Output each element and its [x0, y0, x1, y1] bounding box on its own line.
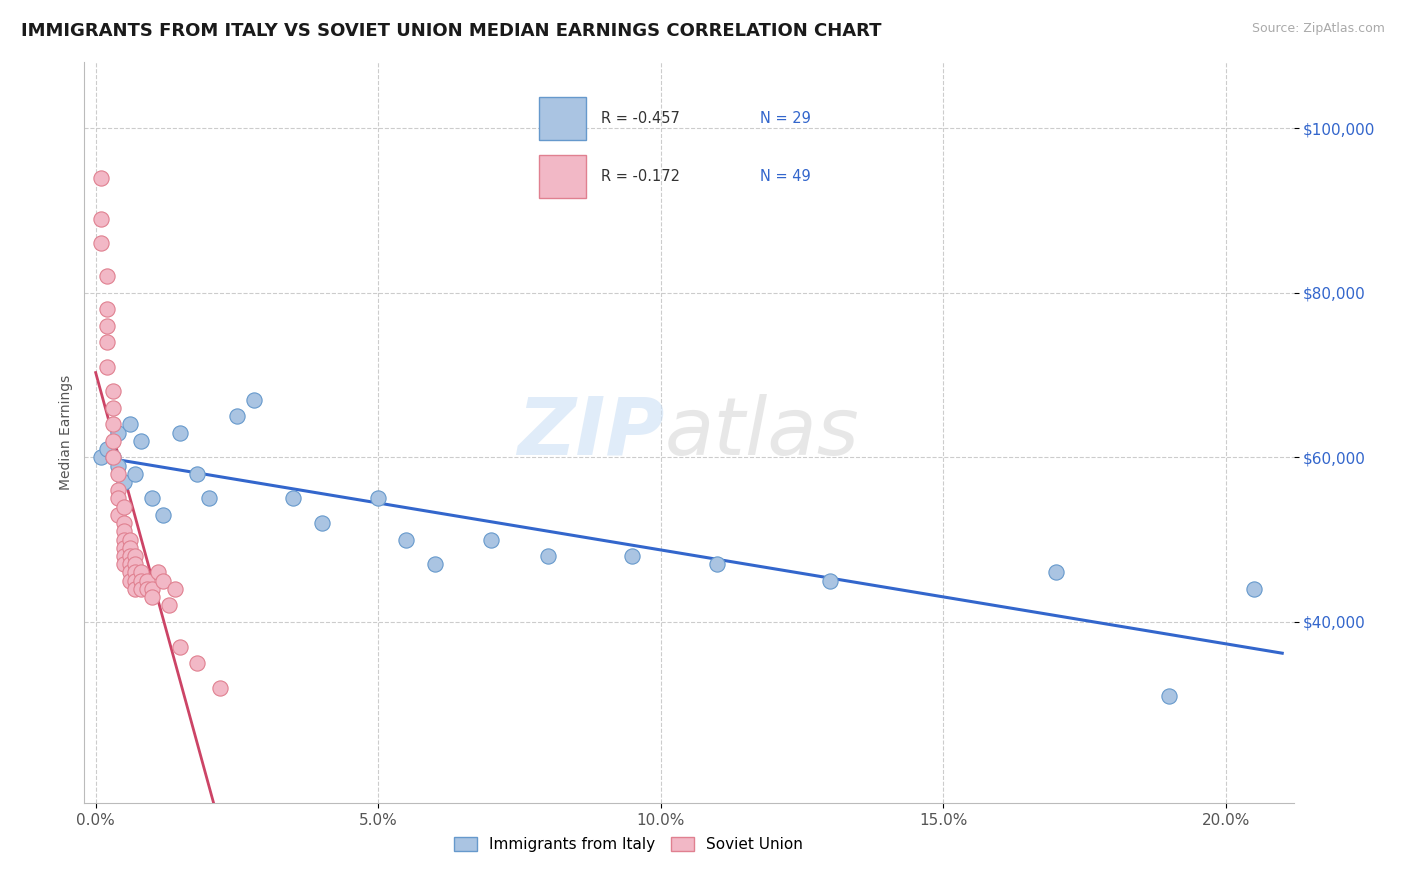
Point	[124, 558, 146, 572]
Point	[118, 541, 141, 555]
Point	[124, 549, 146, 563]
Point	[169, 640, 191, 654]
Point	[395, 533, 418, 547]
Text: IMMIGRANTS FROM ITALY VS SOVIET UNION MEDIAN EARNINGS CORRELATION CHART: IMMIGRANTS FROM ITALY VS SOVIET UNION ME…	[21, 22, 882, 40]
Point	[118, 549, 141, 563]
Point	[118, 558, 141, 572]
Point	[112, 558, 135, 572]
Point	[101, 401, 124, 415]
Point	[118, 574, 141, 588]
Point	[107, 508, 129, 522]
Point	[96, 442, 118, 456]
Point	[118, 566, 141, 580]
Point	[124, 574, 146, 588]
Point	[112, 516, 135, 530]
Point	[226, 409, 249, 424]
Y-axis label: Median Earnings: Median Earnings	[59, 375, 73, 491]
Point	[479, 533, 502, 547]
Point	[1159, 689, 1181, 703]
Point	[118, 533, 141, 547]
Point	[112, 524, 135, 539]
Point	[124, 467, 146, 481]
Point	[129, 434, 152, 448]
Point	[141, 491, 163, 506]
Point	[367, 491, 389, 506]
Point	[118, 417, 141, 432]
Text: atlas: atlas	[665, 393, 859, 472]
Point	[152, 508, 174, 522]
Point	[101, 434, 124, 448]
Point	[96, 269, 118, 284]
Legend: Immigrants from Italy, Soviet Union: Immigrants from Italy, Soviet Union	[449, 830, 808, 858]
Point	[129, 574, 152, 588]
Point	[112, 541, 135, 555]
Point	[96, 335, 118, 350]
Point	[112, 549, 135, 563]
Point	[101, 417, 124, 432]
Point	[141, 590, 163, 604]
Point	[1045, 566, 1067, 580]
Point	[107, 467, 129, 481]
Text: ZIP: ZIP	[517, 393, 665, 472]
Point	[146, 566, 169, 580]
Point	[197, 491, 219, 506]
Point	[96, 302, 118, 317]
Point	[157, 599, 180, 613]
Point	[141, 582, 163, 596]
Point	[311, 516, 333, 530]
Point	[124, 566, 146, 580]
Point	[90, 236, 112, 251]
Point	[1243, 582, 1265, 596]
Point	[112, 533, 135, 547]
Point	[107, 425, 129, 440]
Point	[101, 450, 124, 465]
Point	[135, 574, 157, 588]
Point	[107, 491, 129, 506]
Point	[107, 483, 129, 498]
Point	[706, 558, 728, 572]
Point	[101, 384, 124, 399]
Text: Source: ZipAtlas.com: Source: ZipAtlas.com	[1251, 22, 1385, 36]
Point	[818, 574, 841, 588]
Point	[112, 500, 135, 514]
Point	[169, 425, 191, 440]
Point	[90, 170, 112, 185]
Point	[101, 450, 124, 465]
Point	[186, 656, 208, 670]
Point	[90, 211, 112, 226]
Point	[112, 475, 135, 489]
Point	[423, 558, 446, 572]
Point	[243, 392, 266, 407]
Point	[186, 467, 208, 481]
Point	[96, 318, 118, 333]
Point	[621, 549, 644, 563]
Point	[129, 582, 152, 596]
Point	[283, 491, 305, 506]
Point	[90, 450, 112, 465]
Point	[152, 574, 174, 588]
Point	[163, 582, 186, 596]
Point	[208, 681, 231, 695]
Point	[124, 582, 146, 596]
Point	[107, 458, 129, 473]
Point	[96, 359, 118, 374]
Point	[129, 566, 152, 580]
Point	[537, 549, 560, 563]
Point	[135, 582, 157, 596]
